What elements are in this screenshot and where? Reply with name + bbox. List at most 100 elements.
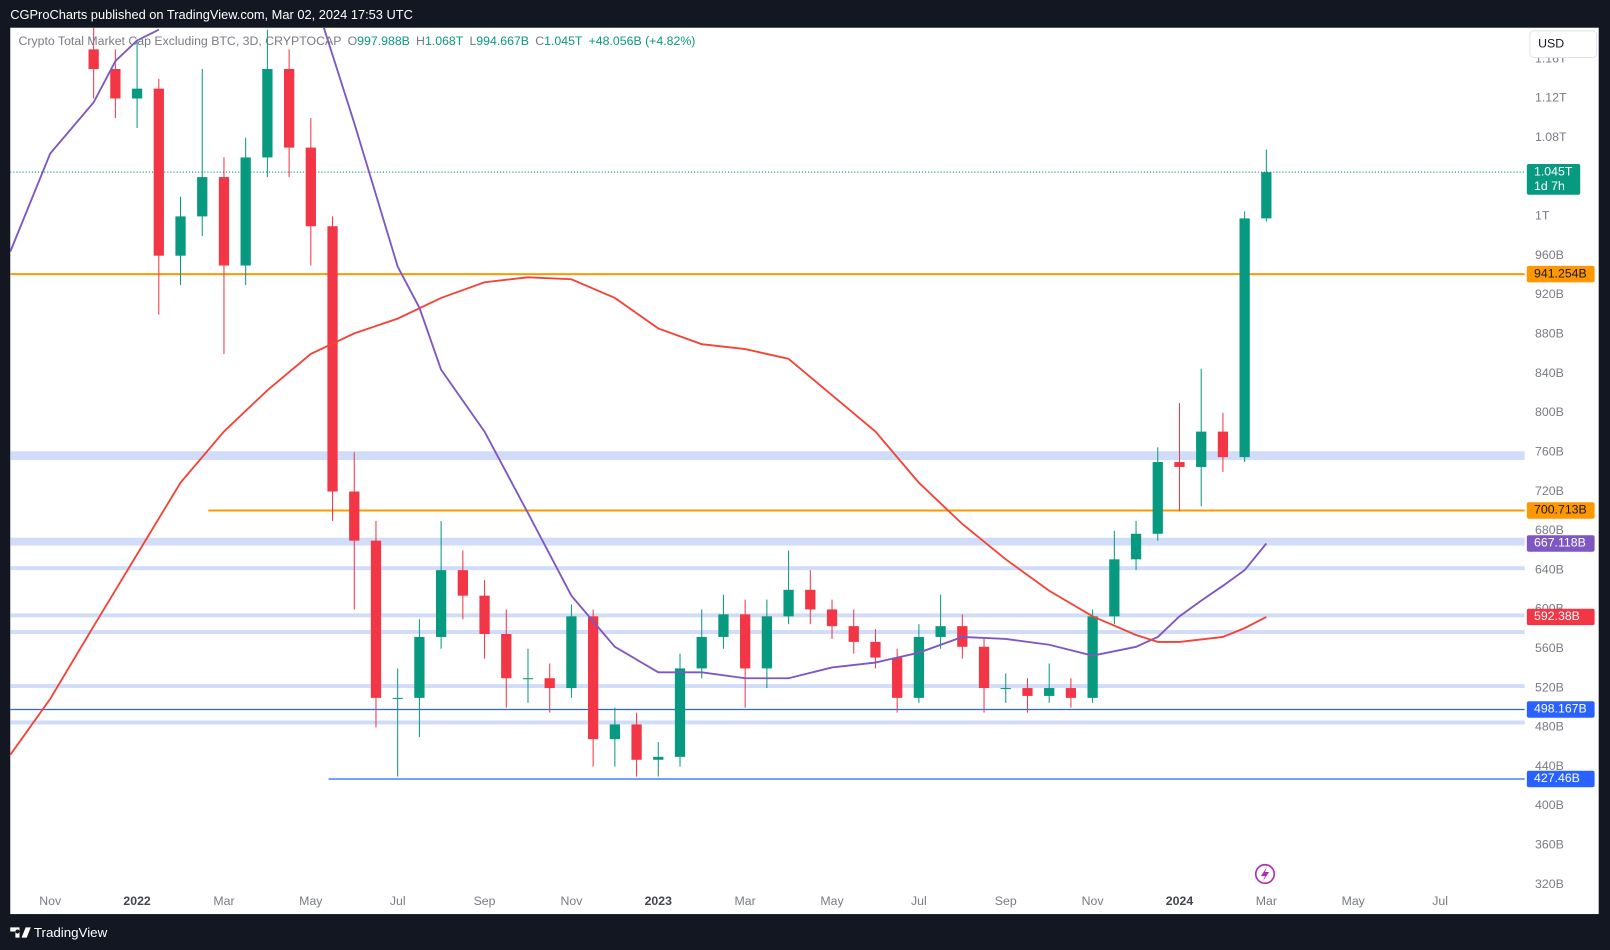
y-tick-label: 640B [1535,562,1564,576]
candle-body [305,147,316,227]
x-tick-label: May [1342,894,1366,908]
icon-ring[interactable] [1254,863,1276,885]
moving-average [10,27,1268,680]
y-tick-label: 1.08T [1535,130,1567,144]
legend-key: H [416,34,425,48]
candle-body [349,491,360,541]
candle-body [283,68,295,148]
candle-body [696,636,707,669]
candle-body [414,636,425,698]
x-tick-label: Jul [390,894,406,908]
x-tick-label: 2022 [123,894,151,908]
currency-button[interactable]: USD [1529,30,1598,59]
x-tick-label: Nov [39,894,62,908]
x-tick-label: Sep [474,894,496,908]
x-tick-label: Jul [911,894,927,908]
currency-box[interactable] [1529,30,1598,59]
symbol-title: Crypto Total Market Cap Excluding BTC, 3… [18,34,341,48]
y-tick-label: 1T [1535,209,1550,223]
price-label-box [1526,608,1595,626]
candle-body [631,724,642,760]
legend-value: 997.988B [357,34,410,48]
brand: TradingView [10,925,108,940]
candle-body [805,589,816,610]
candle-body [1044,688,1055,696]
icon-bolt[interactable] [1260,866,1270,882]
candle-body [1022,688,1033,696]
candle-body [175,216,186,256]
candle-body [740,614,751,669]
price-label: 700.713B [1534,503,1587,517]
candle-body [370,540,382,698]
candle-body [1000,688,1011,690]
candle-body [783,589,794,617]
candle-body [653,756,664,760]
support-zone [10,537,1525,546]
price-label: 941.254B [1534,266,1587,280]
x-tick-label: Sep [995,894,1017,908]
y-tick-label: 480B [1535,720,1564,734]
x-tick-label: Nov [560,894,583,908]
candle-body [1109,559,1120,617]
candle-body [88,49,99,69]
candle-body [392,697,403,699]
legend-key: C [535,34,544,48]
y-tick-label: 320B [1535,877,1564,891]
publisher-line: CGProCharts published on TradingView.com… [10,7,413,22]
price-label: 1.045T [1534,164,1573,178]
axes: 320B360B400B440B480B520B560B600B640B680B… [39,51,1595,908]
candle-body [218,177,230,266]
candle-body [457,570,468,596]
candle-body [1196,431,1207,467]
candle-body [848,626,859,642]
x-tick-label: 2023 [645,894,673,908]
y-tick-label: 560B [1535,641,1564,655]
legend-change: +48.056B (+4.82%) [589,34,696,48]
currency-label[interactable]: USD [1538,36,1564,50]
price-label: 498.167B [1534,702,1587,716]
price-label-box [1526,535,1595,552]
price-label-box [1526,770,1595,788]
replay-icon[interactable] [1254,863,1276,885]
candle-body [153,88,164,256]
candle-body [1065,688,1077,698]
support-zone [10,566,1525,571]
candle-body [479,595,490,635]
x-tick-label: Nov [1082,894,1105,908]
price-label: 592.38B [1534,609,1580,623]
legend-key: O [348,34,358,48]
candle-body [544,678,555,689]
price-label: 427.46B [1534,771,1580,785]
candle-body [1239,218,1250,458]
candle-body [240,157,251,266]
support-zone [10,613,1525,618]
x-tick-label: Mar [735,894,756,908]
candle-body [1130,533,1142,560]
x-tick-label: Mar [213,894,234,908]
brand-logo [10,927,31,938]
support-zone [10,451,1525,461]
y-tick-label: 800B [1535,405,1564,419]
y-tick-label: 880B [1535,327,1564,341]
candle-body [262,68,273,158]
y-tick-label: 1.12T [1535,91,1567,105]
y-tick-label: 760B [1535,444,1564,458]
chart-area [10,27,1599,915]
candle-body [892,657,903,698]
candle-body [110,68,121,99]
candle-body [674,668,686,757]
moving-average [10,276,1267,756]
candle-body [1261,172,1272,219]
brand-name: TradingView [34,925,108,940]
candle-body [197,177,208,217]
candle-body [522,678,534,680]
candle-body [1217,431,1229,458]
candle-body [131,88,143,99]
x-tick-label: Jul [1432,894,1448,908]
y-tick-label: 960B [1535,248,1564,262]
candle-body [761,616,773,669]
candle-body [870,641,881,658]
x-tick-label: May [820,894,844,908]
